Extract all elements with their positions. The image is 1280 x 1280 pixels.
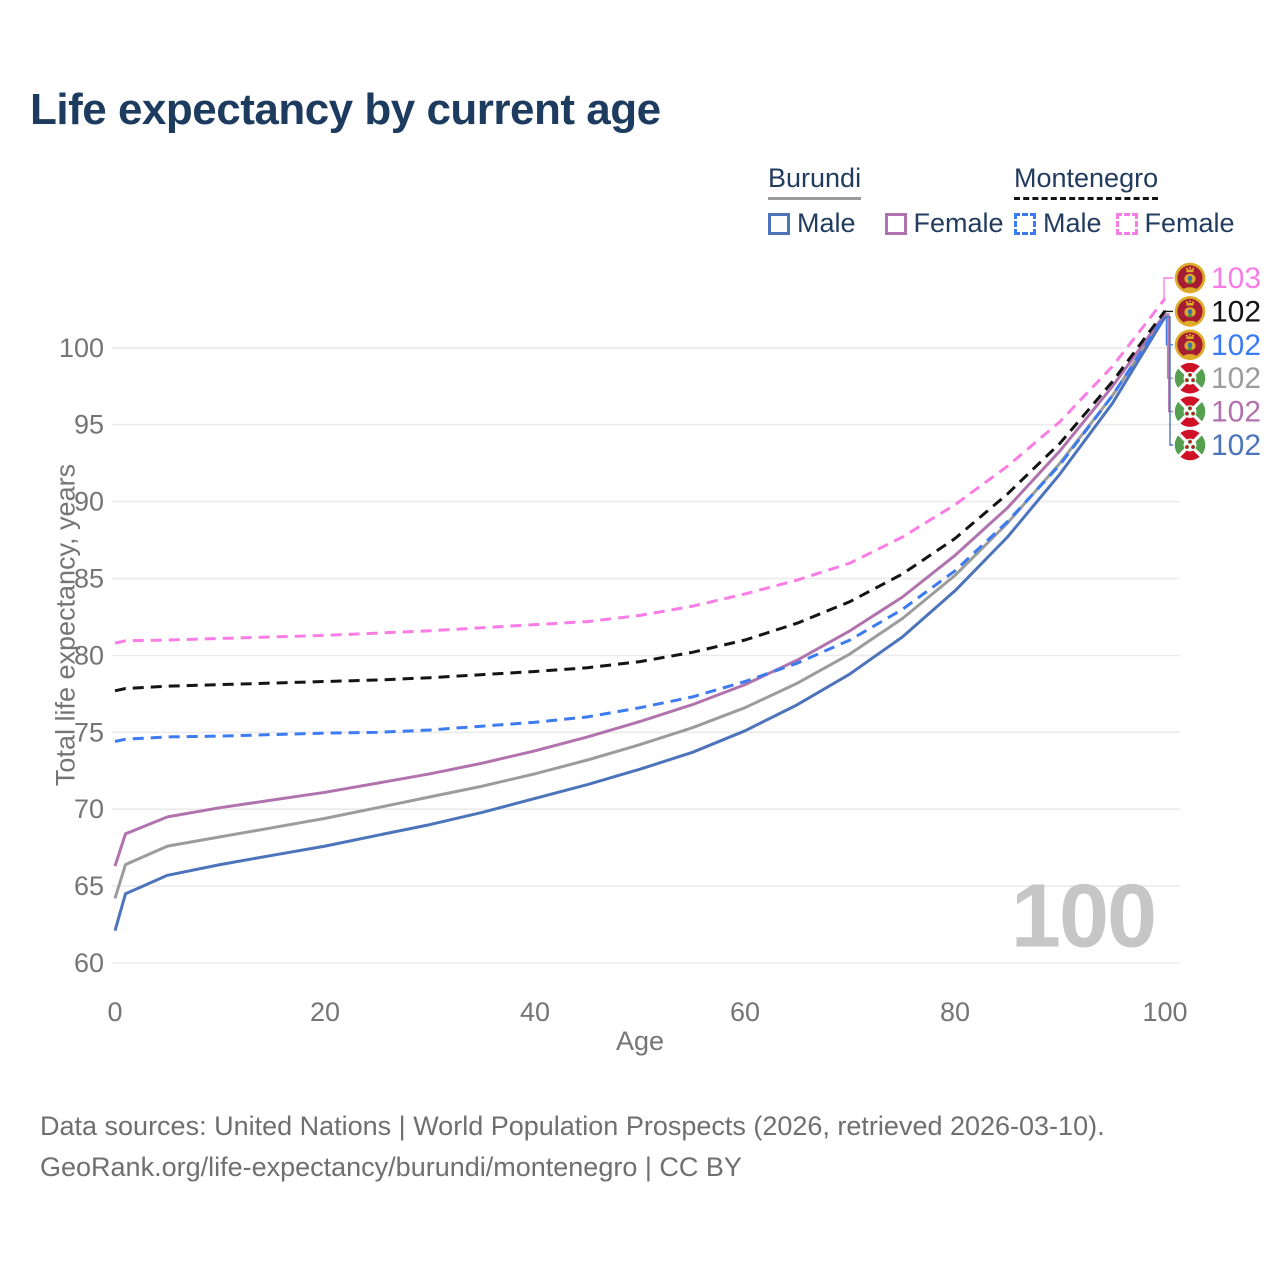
line-montenegro-both-sexes: [114, 310, 1167, 693]
end-label-connector: [1163, 277, 1173, 300]
legend-items-burundi: Male Female: [768, 208, 1004, 239]
footer: Data sources: United Nations | World Pop…: [40, 1106, 1105, 1188]
legend-label-montenegro-female: Female: [1144, 208, 1235, 238]
end-label-connector: [1165, 316, 1173, 446]
burundi-flag-icon: [1174, 429, 1206, 461]
legend-country-burundi: Burundi: [768, 163, 862, 200]
y-tick-label-80: 80: [74, 640, 104, 670]
montenegro-flag-icon: [1174, 329, 1206, 361]
legend-item-burundi-female[interactable]: Female: [884, 208, 1004, 239]
legend-item-montenegro-male[interactable]: Male: [1014, 208, 1102, 239]
y-tick-label-85: 85: [74, 564, 104, 594]
footer-attribution: GeoRank.org/life-expectancy/burundi/mont…: [40, 1152, 742, 1182]
y-tick-label-60: 60: [74, 948, 104, 978]
x-tick-label-80: 80: [940, 997, 970, 1027]
end-value-label: 102: [1211, 295, 1261, 328]
x-tick-label-20: 20: [310, 997, 340, 1027]
y-tick-label-95: 95: [74, 410, 104, 440]
y-axis-title: Total life expectancy, years: [50, 463, 81, 787]
end-label-connector: [1164, 310, 1173, 313]
y-tick-label-75: 75: [74, 717, 104, 747]
end-value-label: 102: [1211, 362, 1261, 395]
end-label-connector: [1165, 313, 1173, 413]
y-tick-label-65: 65: [74, 871, 104, 901]
end-value-label: 102: [1211, 396, 1261, 429]
end-value-label: 102: [1211, 329, 1261, 362]
end-value-label: 102: [1211, 429, 1261, 462]
y-tick-label-70: 70: [74, 794, 104, 824]
x-tick-label-40: 40: [520, 997, 550, 1027]
line-montenegro-male: [114, 314, 1167, 743]
legend-group-burundi: Burundi Male Female: [768, 163, 1004, 239]
burundi-female-swatch-icon: [884, 212, 907, 235]
end-value-label: 103: [1211, 262, 1261, 295]
legend-country-montenegro: Montenegro: [1014, 163, 1159, 200]
x-tick-label-100: 100: [1142, 997, 1187, 1027]
burundi-flag-icon: [1174, 396, 1206, 427]
footer-data-sources: Data sources: United Nations | World Pop…: [40, 1111, 1105, 1141]
legend-label-burundi-female: Female: [913, 208, 1004, 238]
age-counter-watermark: 100: [1010, 866, 1157, 967]
x-tick-label-60: 60: [730, 997, 760, 1027]
x-axis-title: Age: [615, 1026, 665, 1056]
montenegro-flag-icon: [1174, 296, 1206, 327]
burundi-flag-icon: [1174, 362, 1206, 394]
line-burundi-male: [113, 316, 1167, 932]
x-tick-label-0: 0: [107, 997, 122, 1027]
line-burundi-both-sexes: [113, 314, 1167, 899]
montenegro-male-swatch-icon: [1014, 212, 1036, 235]
montenegro-flag-icon: [1174, 262, 1206, 294]
legend-item-montenegro-female[interactable]: Female: [1115, 208, 1235, 239]
y-tick-label-100: 100: [59, 333, 104, 363]
page-title: Life expectancy by current age: [30, 85, 661, 134]
line-burundi-female: [113, 313, 1167, 867]
burundi-male-swatch-icon: [768, 212, 790, 235]
y-tick-label-90: 90: [74, 487, 104, 517]
legend-items-montenegro: Male Female: [1014, 208, 1235, 239]
legend-label-burundi-male: Male: [797, 208, 856, 238]
montenegro-female-swatch-icon: [1115, 212, 1138, 235]
line-montenegro-female: [114, 297, 1167, 645]
legend-item-burundi-male[interactable]: Male: [768, 208, 856, 239]
legend-group-montenegro: Montenegro Male Female: [1014, 163, 1235, 239]
legend-label-montenegro-male: Male: [1043, 208, 1102, 238]
